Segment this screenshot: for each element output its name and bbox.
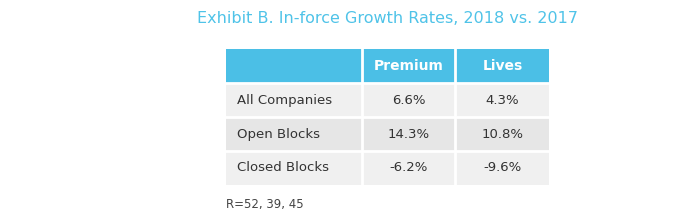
- Text: 14.3%: 14.3%: [388, 128, 429, 141]
- Text: Premium: Premium: [373, 59, 443, 73]
- Text: Lives: Lives: [483, 59, 522, 73]
- Text: -6.2%: -6.2%: [390, 161, 428, 174]
- Text: All Companies: All Companies: [237, 94, 332, 107]
- Text: 4.3%: 4.3%: [485, 94, 519, 107]
- Text: 10.8%: 10.8%: [481, 128, 524, 141]
- Text: 6.6%: 6.6%: [392, 94, 425, 107]
- Text: Closed Blocks: Closed Blocks: [237, 161, 329, 174]
- Text: Exhibit B. In-force Growth Rates, 2018 vs. 2017: Exhibit B. In-force Growth Rates, 2018 v…: [197, 11, 578, 26]
- Text: R=52, 39, 45: R=52, 39, 45: [226, 198, 303, 211]
- Text: Open Blocks: Open Blocks: [237, 128, 319, 141]
- Text: -9.6%: -9.6%: [483, 161, 522, 174]
